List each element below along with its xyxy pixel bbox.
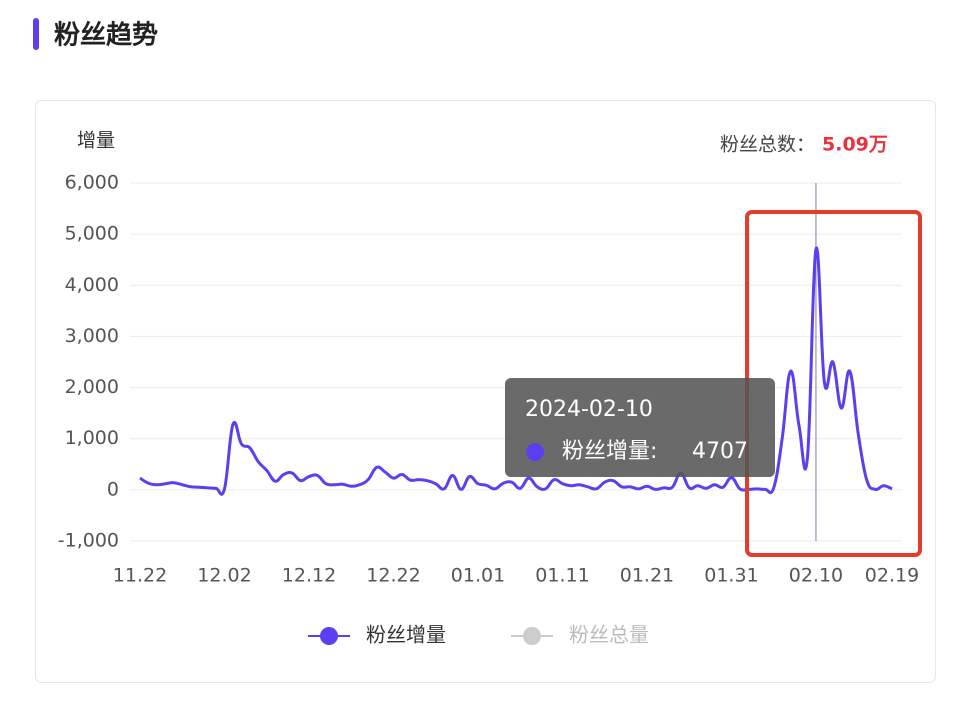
x-tick-label: 12.02 xyxy=(197,565,251,587)
tooltip-dot xyxy=(526,443,544,461)
x-tick-label: 12.22 xyxy=(366,565,420,587)
x-tick-label: 12.12 xyxy=(282,565,336,587)
x-tick-label: 01.01 xyxy=(451,565,505,587)
x-tick-label: 02.10 xyxy=(789,565,843,587)
x-tick-label: 01.11 xyxy=(535,565,589,587)
total-label: 粉丝总数： xyxy=(720,134,815,156)
tooltip-value: 4707 xyxy=(692,439,748,464)
y-axis-label: 增量 xyxy=(77,130,115,152)
section-title: 粉丝趋势 xyxy=(54,21,158,51)
tooltip-label: 粉丝增量: xyxy=(562,439,657,464)
x-tick-label: 02.19 xyxy=(865,565,919,587)
chart-card xyxy=(35,100,936,683)
y-tick-label: 6,000 xyxy=(65,172,119,194)
legend-item[interactable]: 粉丝总量 xyxy=(511,623,649,647)
y-tick-label: 3,000 xyxy=(65,325,119,347)
tooltip: 2024-02-10 粉丝增量: 4707 xyxy=(505,378,775,477)
legend-item[interactable]: 粉丝增量 xyxy=(308,623,446,647)
total-value: 5.09万 xyxy=(822,134,888,156)
legend-label: 粉丝增量 xyxy=(366,623,446,647)
y-tick-label: 0 xyxy=(107,478,119,500)
tooltip-title: 2024-02-10 xyxy=(525,397,653,422)
y-tick-label: 4,000 xyxy=(65,274,119,296)
plot-area: -1,000 0 1,000 2,000 3,000 4,000 5,000 6,000 11.… xyxy=(58,172,919,587)
legend-marker xyxy=(523,627,541,645)
y-tick-label: 1,000 xyxy=(65,427,119,449)
x-tick-label: 11.22 xyxy=(113,565,167,587)
title-accent xyxy=(33,18,39,50)
y-tick-label: 2,000 xyxy=(65,376,119,398)
legend-marker xyxy=(320,627,338,645)
x-tick-label: 01.31 xyxy=(704,565,758,587)
series-line xyxy=(139,246,893,496)
y-tick-label: -1,000 xyxy=(58,530,119,552)
x-tick-label: 01.21 xyxy=(620,565,674,587)
legend-label: 粉丝总量 xyxy=(569,623,649,647)
tooltip-box xyxy=(505,378,775,477)
legend: 粉丝增量 粉丝总量 xyxy=(308,623,649,647)
y-tick-label: 5,000 xyxy=(65,223,119,245)
